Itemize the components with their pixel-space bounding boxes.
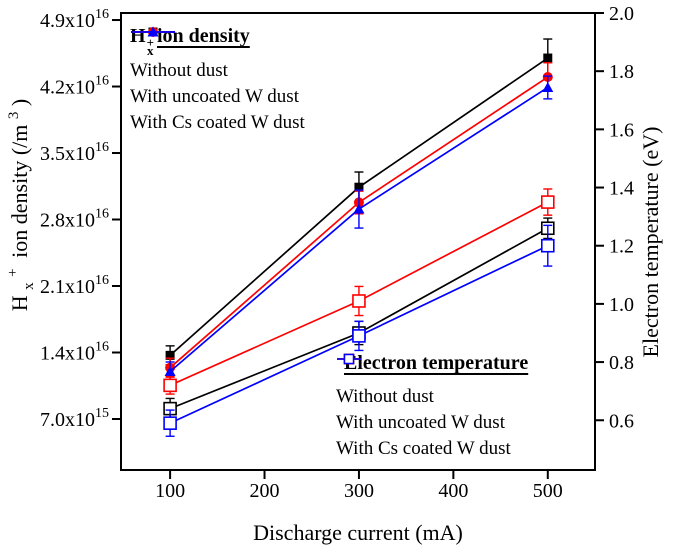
marker-filled-square: [543, 53, 553, 63]
legend-temp-title-text: Electron temperature: [344, 352, 529, 374]
y-right-tick-label: 1.4: [609, 178, 634, 200]
y-left-title-sub: x: [21, 282, 37, 290]
y-right-tick-label: 1.0: [609, 294, 634, 316]
plot-area-border: [120, 12, 596, 471]
series-density-with-cs-coated-w-dust: [164, 75, 554, 382]
y-left-tick-label: 2.8x1016: [40, 207, 109, 232]
x-tick-label: 300: [344, 480, 374, 502]
y-left-title-sup: +: [5, 268, 21, 276]
y-right-tick-label: 1.6: [609, 119, 634, 141]
series-temperature-with-uncoated-w-dust: [163, 188, 555, 395]
legend-electron-temperature: Electron temperature Without dust With u…: [336, 352, 528, 462]
y-left-title-h: H: [7, 295, 32, 311]
x-tick-label: 100: [155, 480, 185, 502]
marker-open-square: [163, 416, 177, 430]
marker-filled-triangle: [164, 365, 176, 376]
legend-item-label: Without dust: [336, 386, 434, 407]
legend-item-density-uncoated: With uncoated W dust: [130, 27, 305, 110]
x-tick-label: 400: [438, 480, 468, 502]
legend-item-label: Without dust: [130, 60, 228, 82]
marker-filled-square: [165, 350, 175, 360]
series-density-without-dust: [165, 38, 553, 366]
marker-open-square: [540, 195, 555, 209]
legend-ion-density: H + x ion density Without dust With uncoate…: [130, 25, 305, 136]
legend-title-h: H: [130, 25, 146, 47]
legend-item-temp-cs-coated: With Cs coated W dust: [336, 353, 528, 462]
y-left-title-mid: ion density (/m: [7, 125, 32, 258]
legend-title-subsup: + x: [146, 35, 154, 59]
y-right-axis-title: Electron temperature (eV): [638, 127, 663, 358]
marker-filled-triangle: [353, 203, 365, 214]
series-temperature-with-cs-coated-w-dust: [163, 224, 555, 437]
y-left-tick-label: 4.9x1016: [40, 7, 109, 32]
legend-item-density-cs-coated: With Cs coated W dust: [130, 26, 305, 136]
y-left-tick-label: 7.0x1015: [40, 406, 109, 431]
series-layer: [163, 38, 555, 437]
legend-ion-density-title: H + x ion density: [130, 25, 305, 59]
marker-open-square: [352, 294, 366, 308]
x-axis-title: Discharge current (mA): [253, 520, 463, 545]
y-left-title-sup3: 3: [6, 112, 22, 120]
legend-item-density-without-dust: Without dust: [130, 27, 305, 84]
legend-item-label: With uncoated W dust: [336, 412, 505, 433]
ticks-layer: 100 200 300 400 500 7.0x1015 1.4x1016 2.1x1016 2…: [40, 3, 634, 502]
y-left-tick-label: 4.2x1016: [40, 74, 109, 99]
legend-marker-filled-triangle: [131, 26, 175, 37]
y-right-tick-label: 0.8: [609, 352, 634, 374]
legend-marker-open-square: [337, 353, 361, 365]
y-left-tick-label: 3.5x1016: [40, 140, 109, 165]
x-tick-label: 500: [533, 480, 563, 502]
legend-temp-title: Electron temperature: [344, 352, 528, 375]
legend-title-sup: +: [146, 35, 154, 50]
y-right-tick-label: 1.2: [609, 236, 634, 258]
y-right-tick-label: 2.0: [609, 3, 634, 25]
legend-item-temp-without-dust: Without dust: [336, 353, 528, 410]
y-right-tick-label: 0.6: [609, 410, 634, 432]
legend-item-label: With Cs coated W dust: [130, 112, 305, 134]
y-left-title-end: ): [7, 99, 32, 106]
legend-item-temp-uncoated: With uncoated W dust: [336, 353, 528, 436]
legend-title-rest: ion density: [156, 25, 250, 47]
marker-filled-triangle: [542, 81, 554, 92]
y-left-tick-label: 2.1x1016: [40, 273, 109, 298]
marker-open-square: [163, 378, 177, 393]
legend-item-label: With uncoated W dust: [130, 86, 299, 108]
marker-open-square: [540, 238, 555, 253]
y-right-tick-label: 1.8: [609, 61, 634, 83]
legend-title-sub: x: [147, 43, 154, 59]
legend-item-label: With Cs coated W dust: [336, 438, 511, 459]
marker-filled-square: [354, 182, 364, 192]
y-left-tick-label: 1.4x1016: [40, 339, 109, 364]
x-tick-label: 200: [250, 480, 280, 502]
marker-open-square: [352, 329, 366, 343]
y-left-axis-title: H x + ion density (/m 3 ): [0, 99, 38, 311]
